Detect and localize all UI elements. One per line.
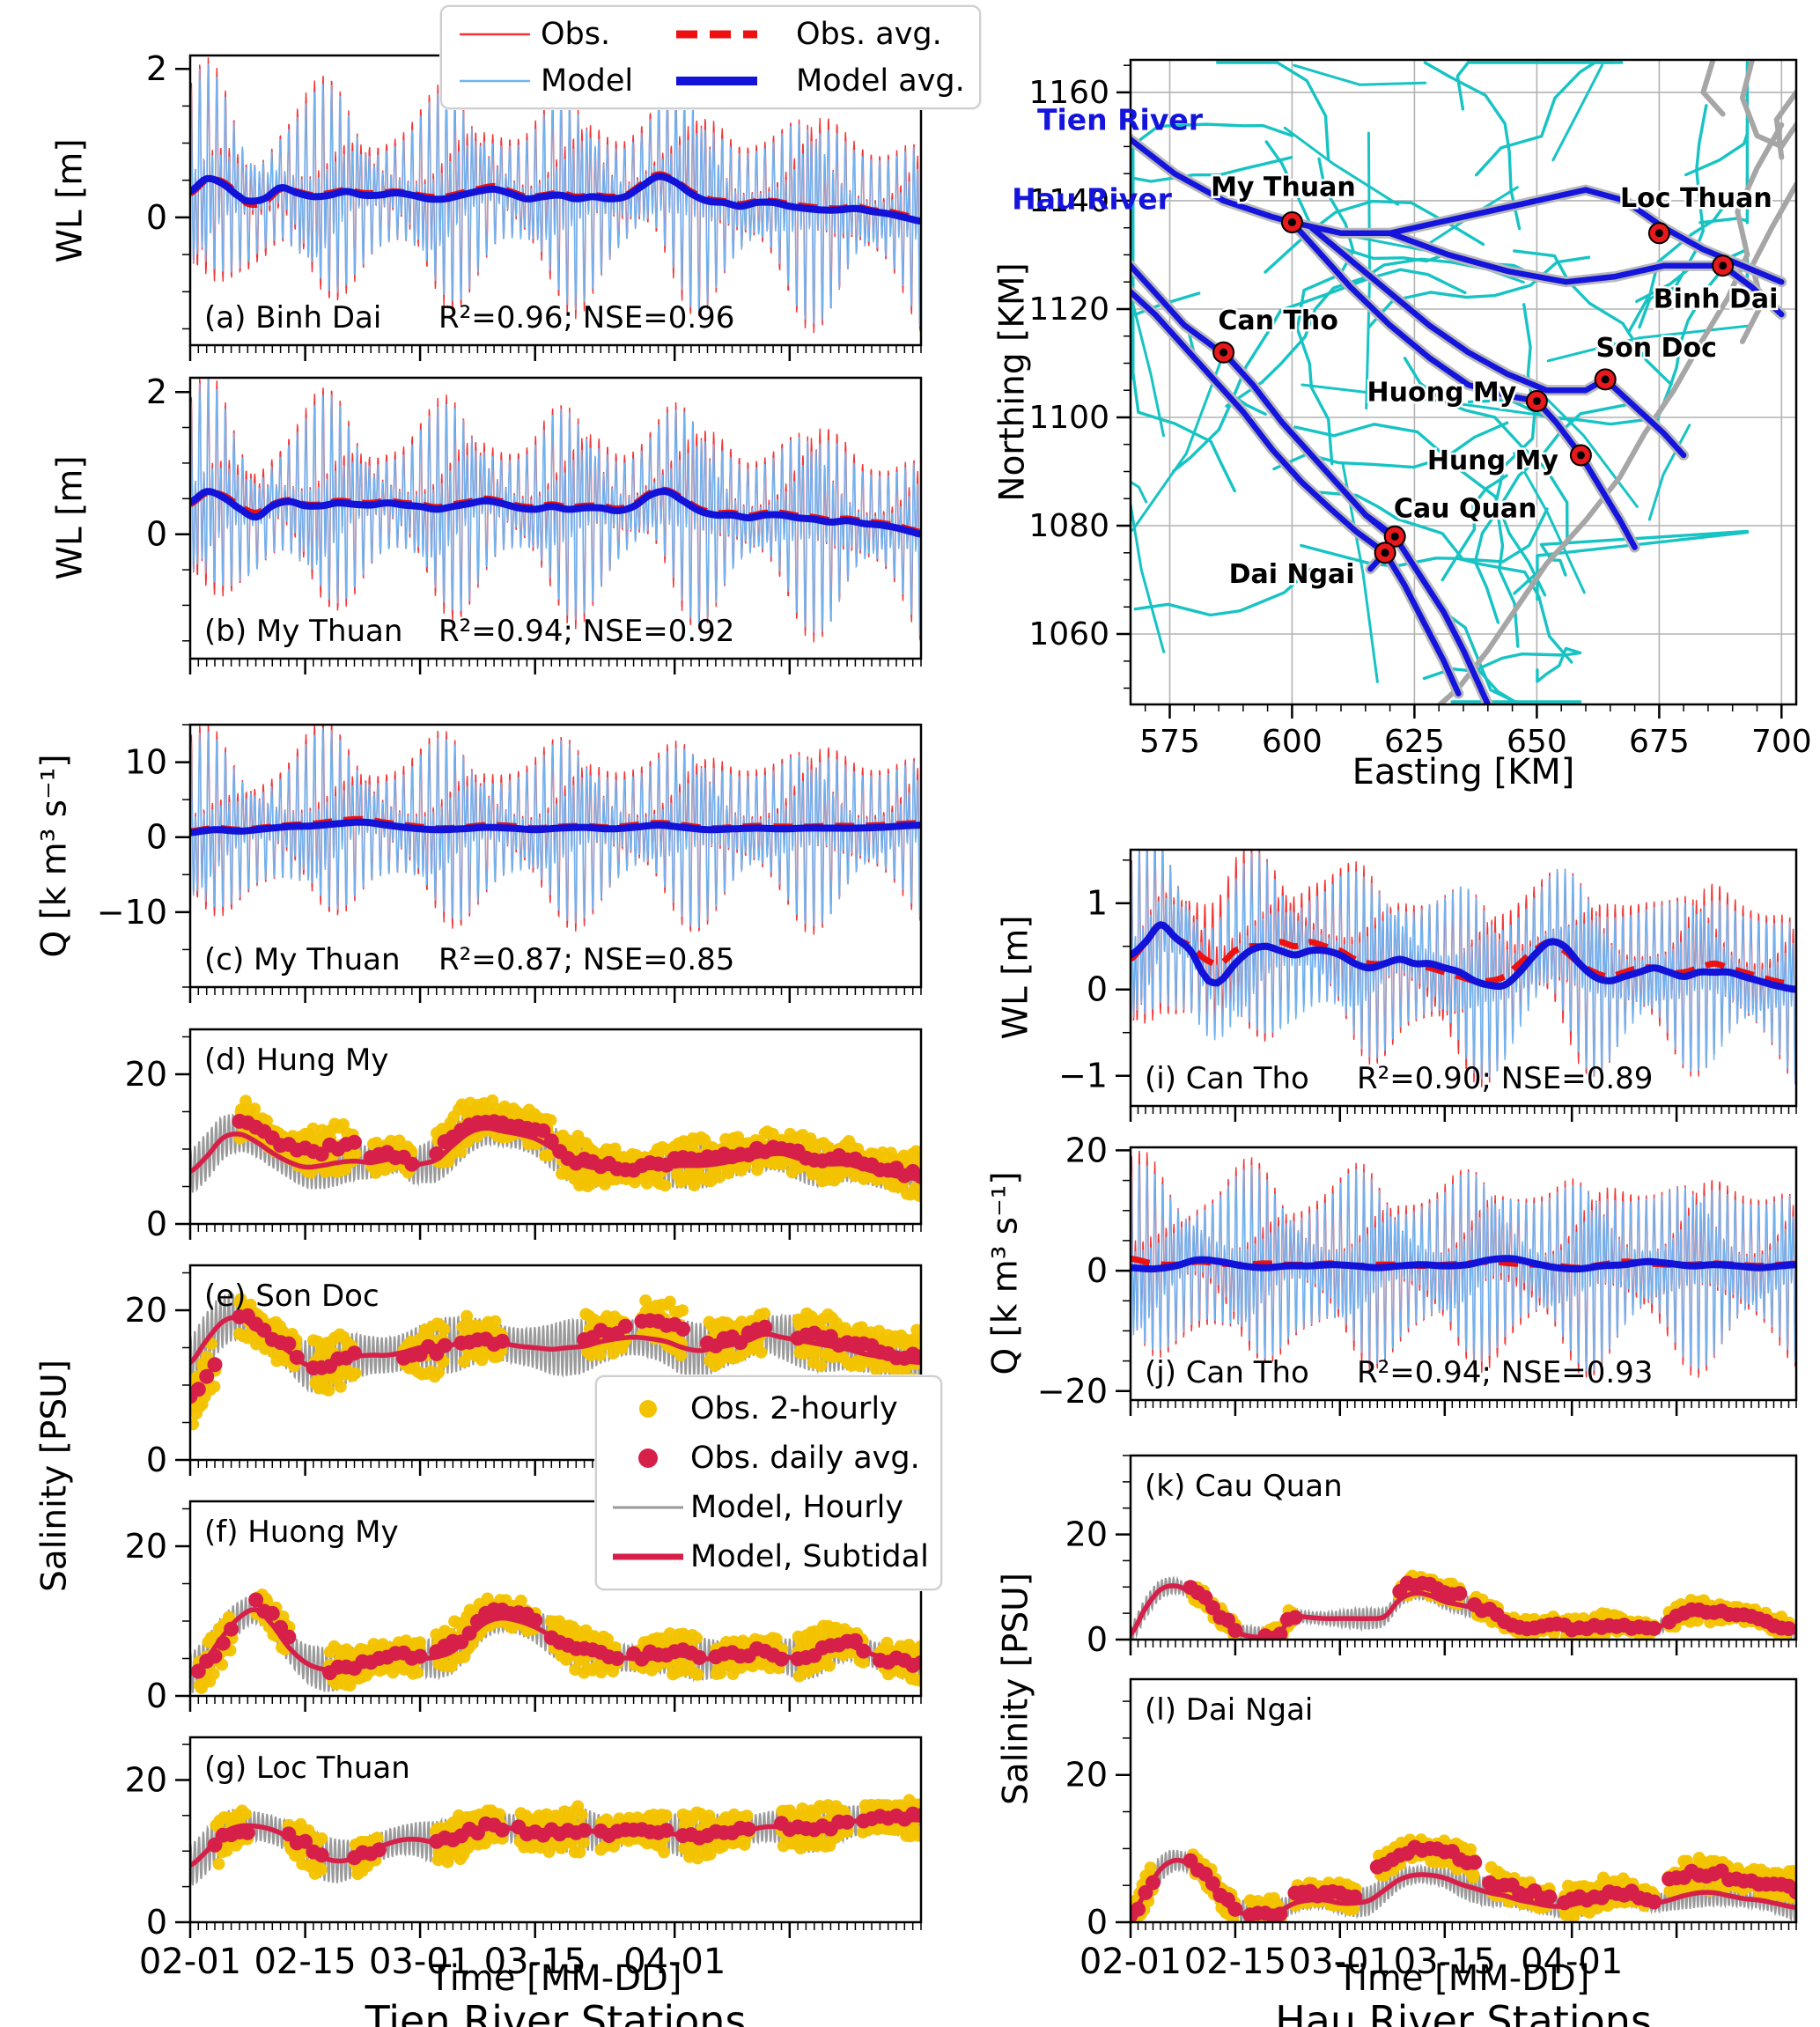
svg-text:1120: 1120 <box>1028 291 1109 328</box>
legend-model-avg-label: Model avg. <box>796 63 965 99</box>
svg-text:10: 10 <box>125 743 167 782</box>
model-line-swatch-icon <box>456 76 541 86</box>
svg-text:(j) Can Tho: (j) Can Tho <box>1145 1355 1309 1390</box>
svg-text:20: 20 <box>125 1055 167 1094</box>
ylabel-salinity-left: Salinity [PSU] <box>34 1360 75 1592</box>
legend-salinity: Obs. 2-hourly Obs. daily avg. Model, Hou… <box>595 1375 942 1590</box>
map-label-hau-river: Hau River <box>1012 181 1172 217</box>
svg-text:−10: −10 <box>97 893 167 932</box>
svg-text:675: 675 <box>1629 724 1690 760</box>
panel-j-q-can-tho <box>1131 1147 1796 1400</box>
svg-text:575: 575 <box>1139 724 1200 760</box>
svg-text:0: 0 <box>146 198 167 237</box>
svg-text:−1: −1 <box>1058 1057 1108 1095</box>
svg-text:(f) Huong My: (f) Huong My <box>204 1515 399 1550</box>
svg-text:(d) Hung My: (d) Hung My <box>204 1043 388 1078</box>
legend-obs-avg-label: Obs. avg. <box>796 16 942 52</box>
svg-text:R²=0.87; NSE=0.85: R²=0.87; NSE=0.85 <box>438 942 734 977</box>
svg-text:1080: 1080 <box>1028 508 1109 544</box>
svg-text:2: 2 <box>146 372 167 411</box>
map-label-tien-river: Tien River <box>1036 102 1204 137</box>
svg-text:02-01: 02-01 <box>1079 1942 1182 1982</box>
svg-text:0: 0 <box>146 1903 167 1942</box>
model-hourly-line-swatch-icon <box>609 1496 690 1519</box>
svg-text:03-15: 03-15 <box>484 1942 586 1982</box>
obs-2hourly-dot-swatch-icon <box>609 1397 690 1420</box>
panel-k-salinity-cau-quan <box>1131 1456 1796 1640</box>
legend-obs-label: Obs. <box>541 16 611 52</box>
svg-text:03-01: 03-01 <box>369 1942 471 1982</box>
ylabel-wl-b: WL [m] <box>50 455 91 580</box>
svg-text:1: 1 <box>1087 884 1108 923</box>
panel-map-stations <box>1131 60 1796 704</box>
obs-daily-avg-dot-swatch-icon <box>609 1447 690 1470</box>
svg-text:20: 20 <box>1065 1515 1108 1554</box>
panel-g-salinity-loc-thuan <box>190 1737 921 1922</box>
svg-text:0: 0 <box>1087 1251 1108 1290</box>
svg-text:(g) Loc Thuan: (g) Loc Thuan <box>204 1751 410 1786</box>
svg-text:(b) My Thuan: (b) My Thuan <box>204 614 402 649</box>
svg-text:02-15: 02-15 <box>1184 1942 1286 1982</box>
xlabel-time-left: Time [MM-DD] <box>429 1958 682 1999</box>
svg-text:0: 0 <box>1087 970 1108 1009</box>
svg-text:(i) Can Tho: (i) Can Tho <box>1145 1061 1309 1096</box>
svg-text:600: 600 <box>1262 724 1323 760</box>
panel-c-q-my-thuan <box>190 725 921 987</box>
svg-text:0: 0 <box>146 1441 167 1479</box>
legend-obs-daily-avg-label: Obs. daily avg. <box>690 1441 920 1476</box>
svg-text:(k) Cau Quan: (k) Cau Quan <box>1145 1469 1343 1504</box>
legend-model-hourly-label: Model, Hourly <box>690 1490 904 1525</box>
svg-text:R²=0.90; NSE=0.89: R²=0.90; NSE=0.89 <box>1357 1061 1653 1096</box>
svg-text:(e) Son Doc: (e) Son Doc <box>204 1279 379 1314</box>
svg-text:(c) My Thuan: (c) My Thuan <box>204 942 401 977</box>
svg-text:04-01: 04-01 <box>623 1942 726 1982</box>
legend-model-subtidal-label: Model, Subtidal <box>690 1539 929 1574</box>
panel-b-wl-my-thuan <box>190 378 921 659</box>
svg-text:−20: −20 <box>1037 1372 1108 1411</box>
title-hau-river-stations: Hau River Stations <box>1275 1997 1652 2027</box>
svg-text:R²=0.94; NSE=0.93: R²=0.94; NSE=0.93 <box>1357 1355 1653 1390</box>
legend-model-label: Model <box>541 63 634 99</box>
xlabel-time-right: Time [MM-DD] <box>1337 1958 1590 1999</box>
svg-text:20: 20 <box>1065 1131 1108 1169</box>
legend-tidal: Obs. Obs. avg. Model Model avg. <box>440 5 981 109</box>
title-tien-river-stations: Tien River Stations <box>365 1997 747 2027</box>
xlabel-easting: Easting [KM] <box>1352 752 1575 792</box>
obs-line-swatch-icon <box>456 29 541 40</box>
svg-text:R²=0.94; NSE=0.92: R²=0.94; NSE=0.92 <box>438 614 734 649</box>
panel-d-salinity-hung-my <box>190 1029 921 1224</box>
ylabel-northing: Northing [KM] <box>992 262 1033 502</box>
svg-text:20: 20 <box>125 1527 167 1566</box>
svg-text:1060: 1060 <box>1028 616 1109 652</box>
svg-text:700: 700 <box>1751 724 1812 760</box>
model-subtidal-line-swatch-icon <box>609 1545 690 1568</box>
panel-l-salinity-dai-ngai <box>1131 1679 1796 1922</box>
ylabel-q-j: Q [k m³ s⁻¹] <box>985 1171 1026 1375</box>
svg-text:20: 20 <box>1065 1756 1108 1795</box>
svg-text:0: 0 <box>146 1205 167 1243</box>
ylabel-wl-i: WL [m] <box>996 915 1036 1040</box>
svg-text:02-01: 02-01 <box>139 1942 241 1982</box>
ylabel-salinity-right: Salinity [PSU] <box>996 1573 1036 1805</box>
svg-text:R²=0.96; NSE=0.96: R²=0.96; NSE=0.96 <box>438 300 734 335</box>
ylabel-wl-a: WL [m] <box>50 138 91 263</box>
svg-text:0: 0 <box>146 515 167 554</box>
svg-text:0: 0 <box>1087 1620 1108 1659</box>
obs-avg-line-swatch-icon <box>673 28 796 41</box>
model-avg-line-swatch-icon <box>673 75 796 87</box>
svg-text:1100: 1100 <box>1028 400 1109 436</box>
svg-text:0: 0 <box>1087 1903 1108 1942</box>
panel-i-wl-can-tho <box>1131 850 1796 1106</box>
svg-text:(a) Binh Dai: (a) Binh Dai <box>204 300 381 335</box>
svg-text:02-15: 02-15 <box>254 1942 356 1982</box>
svg-text:2: 2 <box>146 49 167 88</box>
legend-obs-2hourly-label: Obs. 2-hourly <box>690 1391 898 1426</box>
svg-text:20: 20 <box>125 1761 167 1800</box>
svg-text:20: 20 <box>125 1291 167 1330</box>
svg-text:0: 0 <box>146 1677 167 1715</box>
ylabel-q-c: Q [k m³ s⁻¹] <box>34 754 75 958</box>
svg-text:0: 0 <box>146 818 167 857</box>
